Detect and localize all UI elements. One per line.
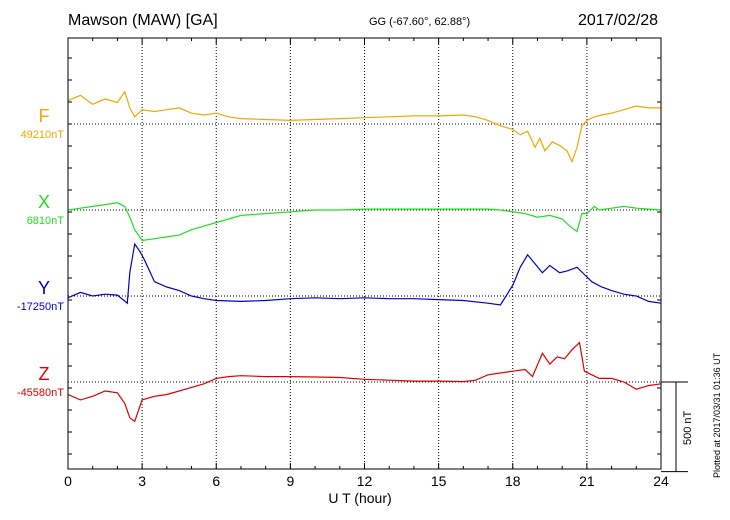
series-line-y [67, 242, 662, 306]
component-baseline-f: 49210nT [20, 129, 64, 141]
component-name-x: X [37, 192, 50, 212]
plot-frame [67, 37, 662, 470]
x-tick-label: 9 [286, 473, 295, 489]
series-line-x [67, 202, 662, 242]
component-name-f: F [38, 106, 50, 126]
x-tick-label: 21 [579, 473, 595, 489]
scale-bar [661, 381, 688, 473]
component-name-z: Z [38, 364, 50, 384]
x-tick-label: 6 [212, 473, 221, 489]
scale-bar-label: 500 nT [682, 410, 694, 445]
x-tick-label: 0 [64, 473, 72, 489]
component-baseline-x: 6810nT [26, 215, 64, 227]
component-name-y: Y [37, 278, 50, 298]
series-line-f [67, 90, 661, 164]
plotted-timestamp: Plotted at 2017/03/31 01:36 UT [712, 352, 722, 478]
chart-grid [67, 38, 662, 469]
x-tick-label: 24 [653, 473, 669, 489]
component-baseline-y: -17250nT [16, 301, 64, 313]
station-coordinates: GG (-67.60°, 62.88°) [369, 16, 471, 28]
component-baseline-z: -45580nT [16, 387, 64, 399]
chart-series [67, 90, 662, 423]
station-title: Mawson (MAW) [GA] [68, 12, 218, 29]
x-tick-label: 18 [504, 473, 521, 489]
x-tick-label: 15 [430, 473, 447, 489]
x-tick-label: 12 [356, 473, 373, 489]
x-axis-label: U T (hour) [328, 490, 392, 506]
chart-date: 2017/02/28 [578, 12, 659, 29]
x-tick-label: 3 [138, 473, 147, 489]
series-line-z [67, 341, 662, 423]
